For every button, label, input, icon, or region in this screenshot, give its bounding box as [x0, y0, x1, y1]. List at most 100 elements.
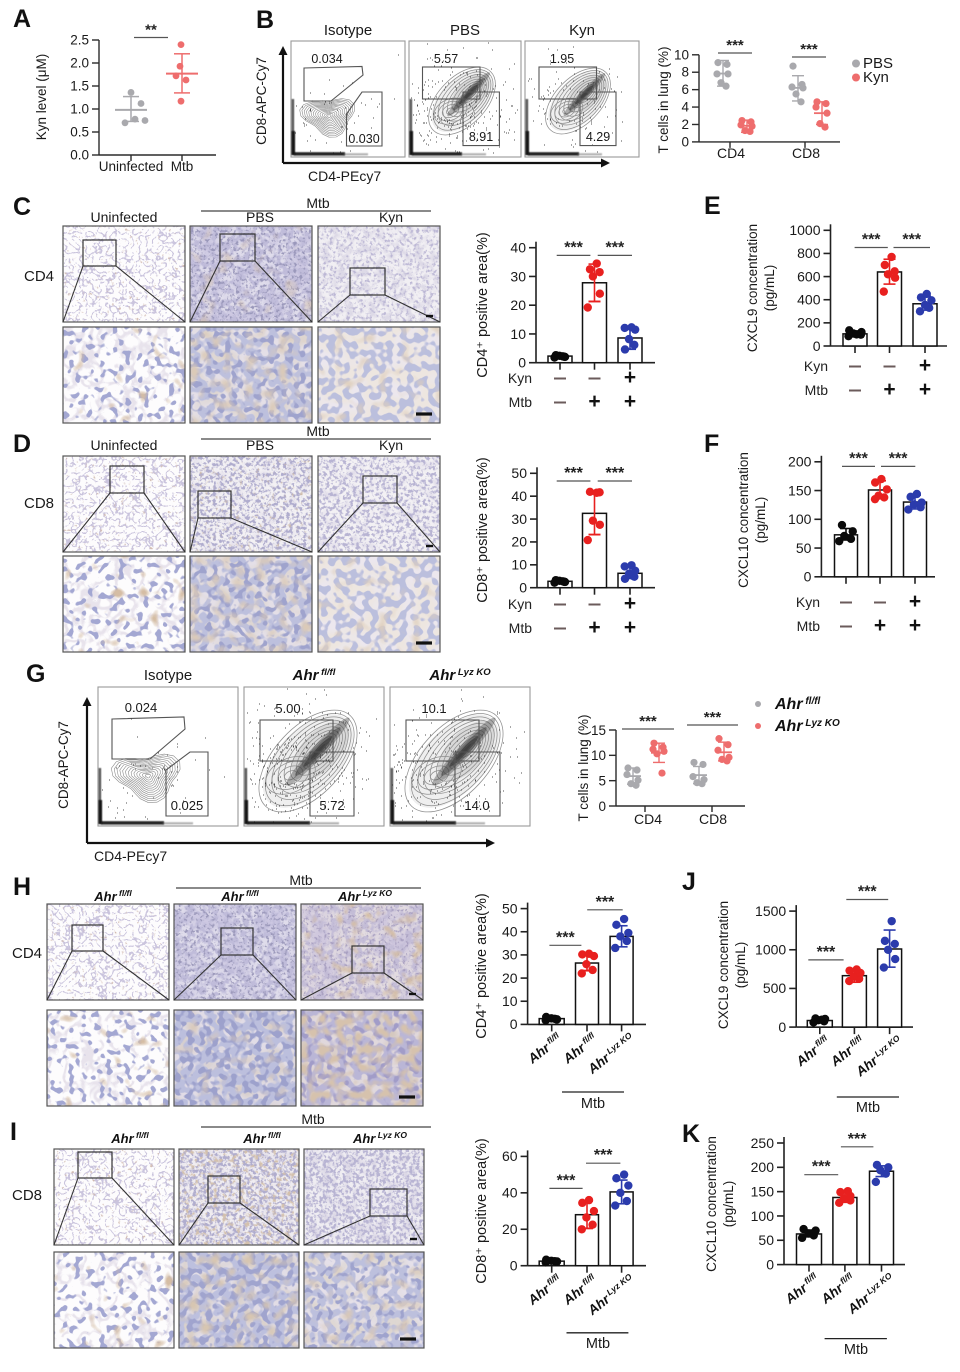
svg-text:***: ***: [812, 1159, 831, 1176]
svg-text:0: 0: [778, 1019, 786, 1035]
svg-text:**: **: [145, 22, 157, 39]
svg-text:15: 15: [591, 723, 606, 738]
svg-text:CD4⁺ positive area(%): CD4⁺ positive area(%): [475, 232, 491, 377]
svg-text:***: ***: [564, 465, 583, 482]
svg-text:***: ***: [849, 450, 868, 467]
svg-text:800: 800: [797, 245, 821, 261]
svg-text:Kyn level (μM): Kyn level (μM): [34, 54, 49, 141]
svg-text:Kyn: Kyn: [804, 358, 828, 374]
svg-text:CXCL9 concentration: CXCL9 concentration: [716, 901, 731, 1029]
svg-text:Kyn: Kyn: [508, 596, 532, 612]
svg-text:10: 10: [591, 748, 606, 763]
svg-text:0.5: 0.5: [70, 125, 89, 140]
svg-text:1000: 1000: [789, 222, 820, 238]
svg-text:50: 50: [796, 540, 812, 556]
svg-text:+: +: [624, 366, 636, 389]
svg-text:1.95: 1.95: [550, 52, 574, 66]
svg-text:CD4-PEcy7: CD4-PEcy7: [308, 168, 381, 184]
svg-text:2.0: 2.0: [70, 56, 89, 71]
svg-text:200: 200: [788, 454, 812, 470]
svg-text:5.57: 5.57: [434, 52, 458, 66]
svg-text:A: A: [13, 5, 31, 33]
svg-text:B: B: [256, 6, 274, 34]
svg-text:30: 30: [502, 947, 518, 963]
svg-text:T cells in lung (%): T cells in lung (%): [576, 714, 591, 821]
svg-text:5.72: 5.72: [319, 798, 344, 813]
svg-text:10: 10: [510, 326, 526, 342]
svg-text:PBS: PBS: [246, 437, 274, 453]
svg-text:CD8-APC-Cy7: CD8-APC-Cy7: [56, 721, 71, 809]
svg-text:+: +: [919, 378, 931, 401]
svg-text:Mtb: Mtb: [844, 1342, 868, 1358]
svg-text:200: 200: [797, 315, 821, 331]
svg-text:E: E: [704, 192, 721, 220]
svg-text:40: 40: [511, 488, 527, 504]
svg-text:Uninfected: Uninfected: [91, 209, 158, 225]
svg-text:2: 2: [681, 117, 689, 132]
svg-text:(pg/mL): (pg/mL): [733, 942, 748, 989]
svg-text:10: 10: [511, 557, 527, 573]
svg-text:0.0: 0.0: [70, 148, 89, 163]
svg-text:CD8⁺ positive area(%): CD8⁺ positive area(%): [474, 1138, 490, 1283]
svg-text:60: 60: [502, 1148, 518, 1164]
svg-text:0: 0: [681, 134, 689, 149]
svg-text:+: +: [588, 390, 600, 413]
svg-text:0: 0: [519, 580, 527, 596]
svg-text:D: D: [13, 430, 31, 458]
svg-text:+: +: [919, 354, 931, 377]
svg-text:***: ***: [606, 239, 625, 256]
svg-text:***: ***: [858, 884, 877, 901]
svg-text:***: ***: [817, 944, 836, 961]
svg-text:6: 6: [681, 82, 689, 97]
svg-text:Mtb: Mtb: [306, 195, 330, 211]
svg-text:Isotype: Isotype: [324, 22, 372, 39]
svg-text:(pg/mL): (pg/mL): [721, 1181, 736, 1228]
svg-text:+: +: [883, 378, 895, 401]
svg-text:0.030: 0.030: [348, 132, 379, 146]
svg-text:K: K: [682, 1120, 700, 1148]
svg-text:Kyn: Kyn: [379, 437, 403, 453]
svg-text:100: 100: [751, 1208, 775, 1224]
svg-text:***: ***: [564, 239, 583, 256]
svg-text:50: 50: [502, 900, 518, 916]
svg-text:20: 20: [502, 1221, 518, 1237]
svg-text:CD4⁺ positive area(%): CD4⁺ positive area(%): [474, 893, 490, 1038]
svg-text:0.025: 0.025: [171, 798, 204, 813]
svg-text:+: +: [624, 592, 636, 615]
svg-text:CXCL9 concentration: CXCL9 concentration: [745, 224, 760, 352]
svg-text:14.0: 14.0: [464, 798, 489, 813]
svg-text:0: 0: [518, 355, 526, 371]
svg-text:***: ***: [596, 894, 615, 911]
svg-text:F: F: [704, 430, 719, 458]
svg-text:+: +: [624, 616, 636, 639]
svg-text:+: +: [874, 614, 886, 637]
svg-text:***: ***: [639, 713, 657, 730]
svg-text:PBS: PBS: [246, 209, 274, 225]
svg-text:PBS: PBS: [863, 55, 893, 72]
svg-text:8.91: 8.91: [469, 130, 493, 144]
svg-text:(pg/mL): (pg/mL): [753, 497, 768, 544]
svg-text:T cells in lung (%): T cells in lung (%): [656, 46, 671, 153]
svg-text:Kyn: Kyn: [569, 22, 595, 39]
svg-text:Mtb: Mtb: [586, 1336, 610, 1352]
svg-text:CD4: CD4: [24, 268, 54, 285]
svg-text:***: ***: [606, 465, 625, 482]
svg-text:CXCL10 concentration: CXCL10 concentration: [736, 452, 751, 588]
svg-text:0: 0: [813, 338, 821, 354]
svg-text:Mtb: Mtb: [289, 872, 313, 888]
svg-text:4: 4: [681, 100, 689, 115]
svg-text:+: +: [624, 390, 636, 413]
svg-text:Kyn: Kyn: [508, 370, 532, 386]
svg-text:CD4: CD4: [634, 811, 662, 827]
svg-text:+: +: [909, 590, 921, 613]
svg-text:10: 10: [502, 993, 518, 1009]
svg-text:40: 40: [510, 240, 526, 256]
svg-text:Mtb: Mtb: [306, 423, 330, 439]
svg-text:(pg/mL): (pg/mL): [762, 265, 777, 312]
svg-text:600: 600: [797, 268, 821, 284]
svg-text:***: ***: [862, 232, 881, 249]
svg-text:Mtb: Mtb: [509, 394, 533, 410]
svg-text:CD8: CD8: [24, 495, 54, 512]
svg-text:G: G: [26, 660, 45, 688]
svg-text:CD8: CD8: [699, 811, 727, 827]
